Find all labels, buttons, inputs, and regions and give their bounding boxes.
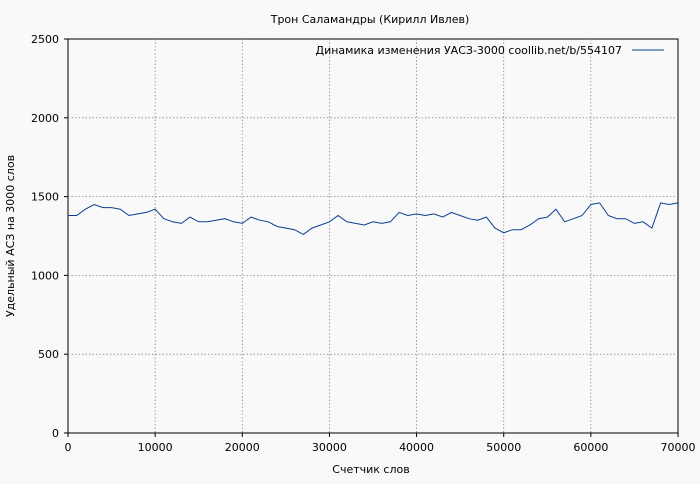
x-tick-label: 50000 <box>486 441 521 454</box>
x-axis: 0 10000 20000 30000 40000 50000 60000 70000 <box>65 433 696 454</box>
chart-title: Трон Саламандры (Кирилл Ивлев) <box>270 13 470 26</box>
y-tick-label: 1500 <box>31 191 59 204</box>
y-axis: 0 500 1000 1500 2000 2500 <box>31 33 68 440</box>
grid <box>68 39 678 433</box>
x-tick-label: 10000 <box>138 441 173 454</box>
x-tick-label: 20000 <box>225 441 260 454</box>
y-axis-label: Удельный АСЗ на 3000 слов <box>4 155 17 317</box>
y-tick-label: 500 <box>38 348 59 361</box>
x-tick-label: 0 <box>65 441 72 454</box>
plot-frame <box>67 38 679 434</box>
series-layer <box>68 202 679 235</box>
series-line <box>68 202 679 235</box>
x-tick-label: 60000 <box>573 441 608 454</box>
legend-label: Динамика изменения УАСЗ-3000 coollib.net… <box>316 44 623 57</box>
y-tick-label: 2500 <box>31 33 59 46</box>
y-tick-label: 2000 <box>31 112 59 125</box>
y-tick-label: 1000 <box>31 269 59 282</box>
x-tick-label: 70000 <box>661 441 696 454</box>
x-tick-label: 30000 <box>312 441 347 454</box>
y-tick-label: 0 <box>52 427 59 440</box>
x-tick-label: 40000 <box>399 441 434 454</box>
legend: Динамика изменения УАСЗ-3000 coollib.net… <box>316 44 664 57</box>
x-axis-label: Счетчик слов <box>332 463 409 476</box>
